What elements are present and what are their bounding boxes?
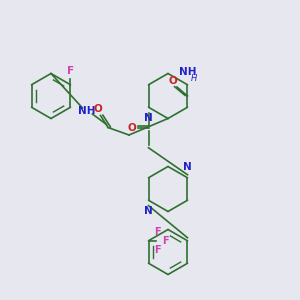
Text: O: O [168, 76, 177, 86]
Text: N: N [144, 206, 153, 216]
Text: F: F [162, 236, 168, 246]
Text: O: O [93, 104, 102, 115]
Text: N: N [183, 162, 192, 172]
Text: N: N [144, 113, 153, 123]
Text: F: F [67, 66, 74, 76]
Text: F: F [154, 245, 161, 255]
Text: NH: NH [78, 106, 96, 116]
Text: O: O [128, 123, 136, 133]
Text: H: H [190, 74, 197, 83]
Text: NH: NH [179, 67, 196, 77]
Text: F: F [154, 227, 161, 237]
